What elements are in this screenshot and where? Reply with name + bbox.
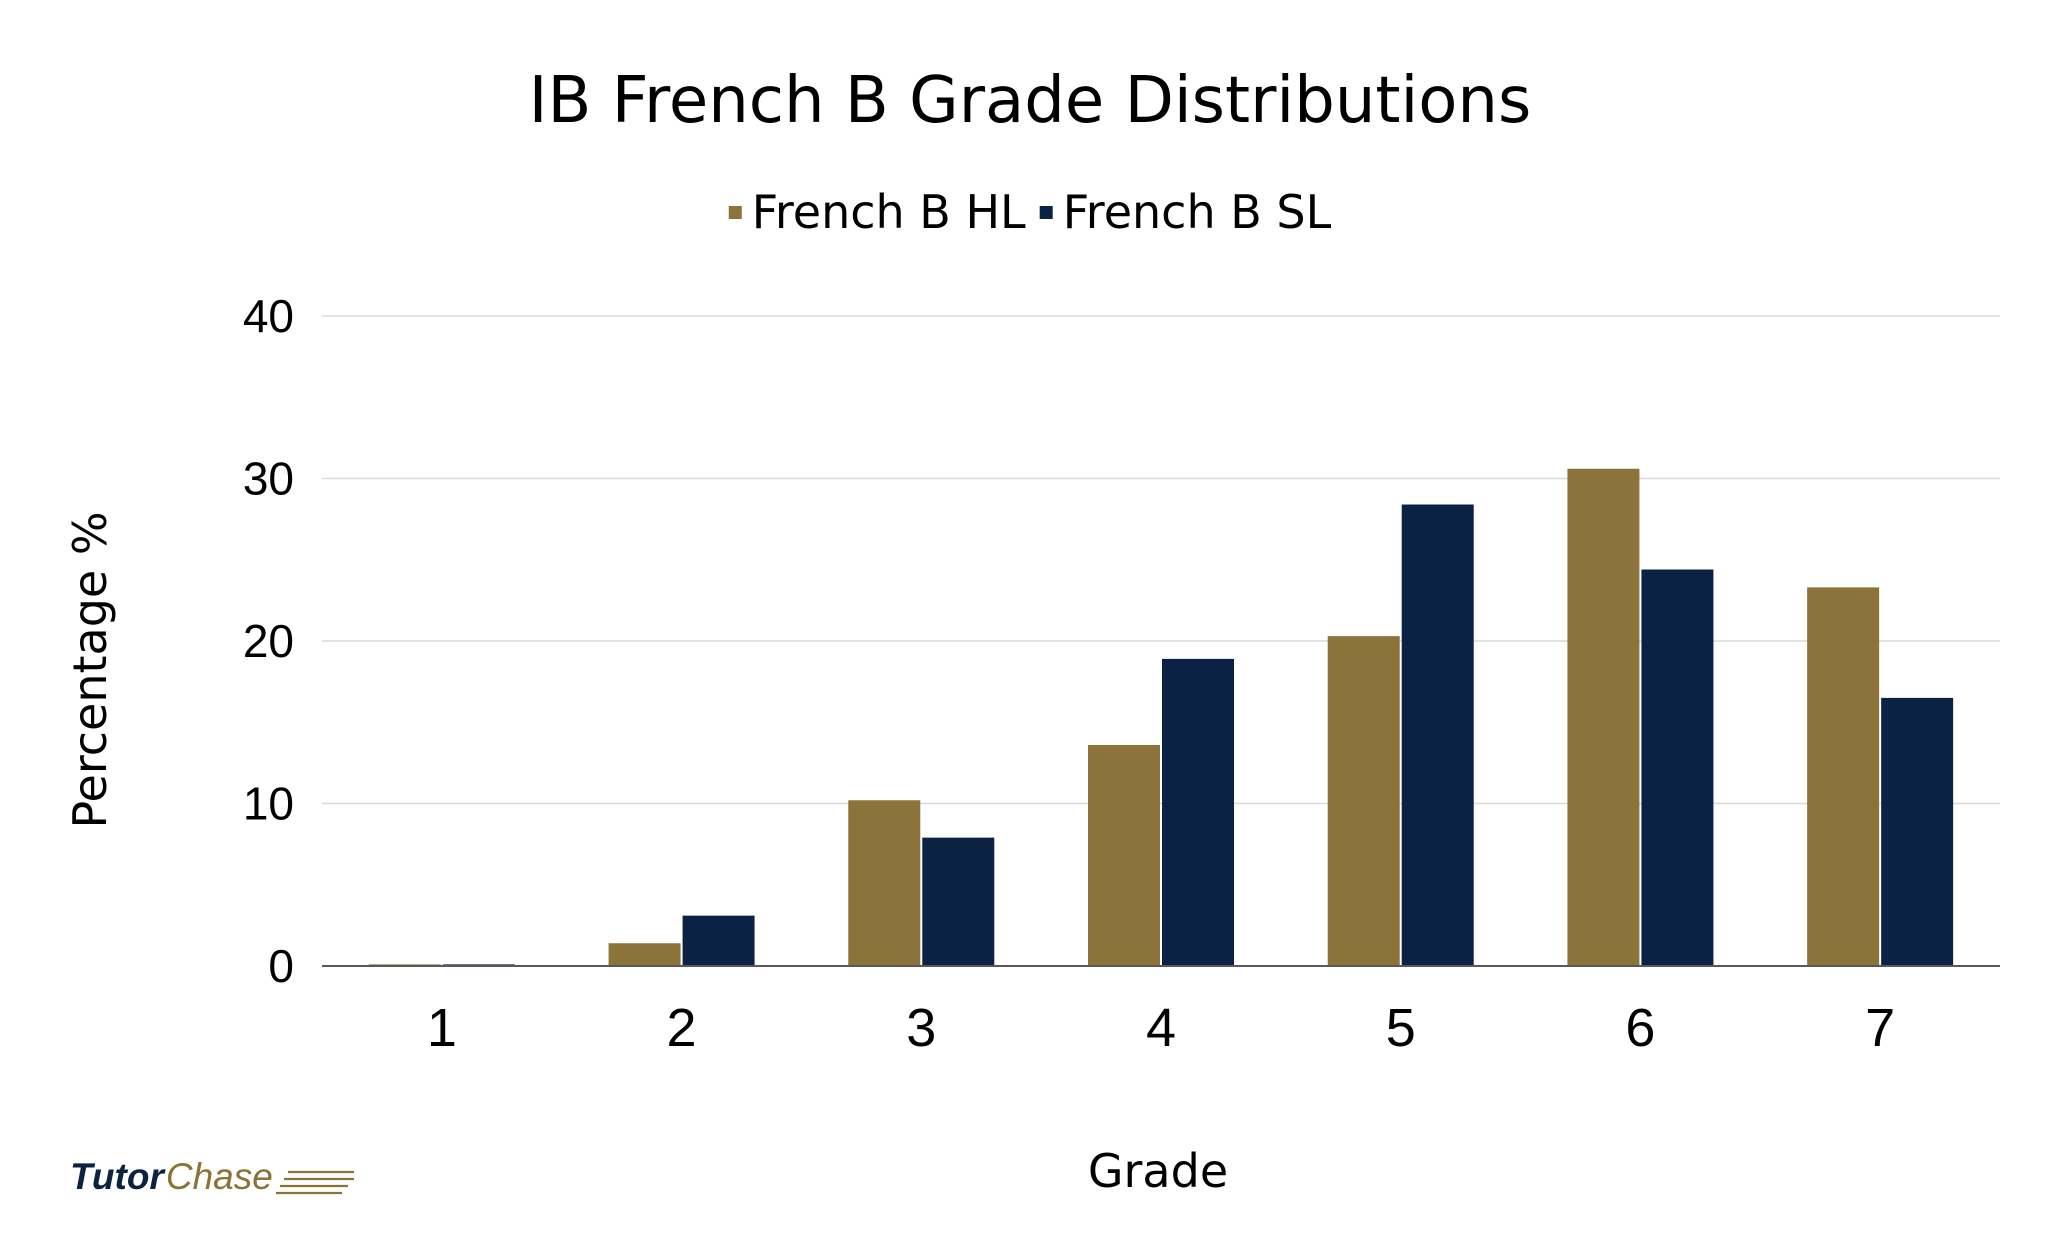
legend-swatch [1039, 206, 1053, 219]
chart-title: IB French B Grade Distributions [529, 64, 1532, 138]
x-tick-label: 5 [1386, 998, 1416, 1058]
legend-label: French B HL [752, 185, 1026, 239]
gridlines [322, 315, 2000, 805]
bar-french-b-sl-grade-6 [1641, 569, 1714, 966]
bar-french-b-hl-grade-3 [848, 800, 921, 966]
svg-text:TutorChase: TutorChase [70, 1156, 273, 1197]
x-tick-label: 6 [1625, 998, 1655, 1058]
bar-french-b-sl-grade-7 [1881, 697, 1954, 966]
bar-french-b-hl-grade-6 [1567, 468, 1640, 966]
bar-french-b-hl-grade-4 [1088, 745, 1160, 966]
y-tick-label: 40 [243, 290, 294, 342]
bars [368, 468, 1954, 966]
legend: French B HL French B SL [728, 185, 1332, 239]
y-axis-label: Percentage % [63, 511, 117, 828]
x-axis-label: Grade [1088, 1144, 1228, 1198]
bar-french-b-sl-grade-5 [1401, 504, 1474, 966]
y-tick-label: 30 [243, 453, 294, 505]
y-axis-ticks: 0 10 20 30 40 [243, 290, 294, 992]
x-tick-label: 4 [1146, 998, 1176, 1058]
bar-french-b-hl-grade-5 [1327, 636, 1400, 966]
x-tick-label: 7 [1865, 998, 1895, 1058]
bar-french-b-sl-grade-3 [922, 837, 995, 966]
bar-french-b-hl-grade-7 [1807, 587, 1880, 966]
logo-text-tutor: Tutor [70, 1156, 166, 1197]
x-tick-label: 2 [667, 998, 697, 1058]
y-tick-label: 10 [243, 778, 294, 830]
logo-text-chase: Chase [166, 1156, 273, 1197]
bar-french-b-sl-grade-2 [682, 915, 755, 966]
tutorchase-logo: TutorChase [70, 1156, 354, 1197]
y-tick-label: 20 [243, 615, 294, 667]
x-tick-label: 1 [427, 998, 457, 1058]
speed-lines-icon [276, 1170, 354, 1195]
legend-label: French B SL [1063, 185, 1332, 239]
legend-swatch [728, 206, 742, 219]
x-tick-label: 3 [906, 998, 936, 1058]
y-tick-label: 0 [268, 940, 294, 992]
bar-french-b-sl-grade-4 [1162, 658, 1234, 966]
x-axis-ticks: 1 2 3 4 5 6 7 [427, 998, 1895, 1058]
bar-french-b-hl-grade-2 [608, 943, 681, 966]
